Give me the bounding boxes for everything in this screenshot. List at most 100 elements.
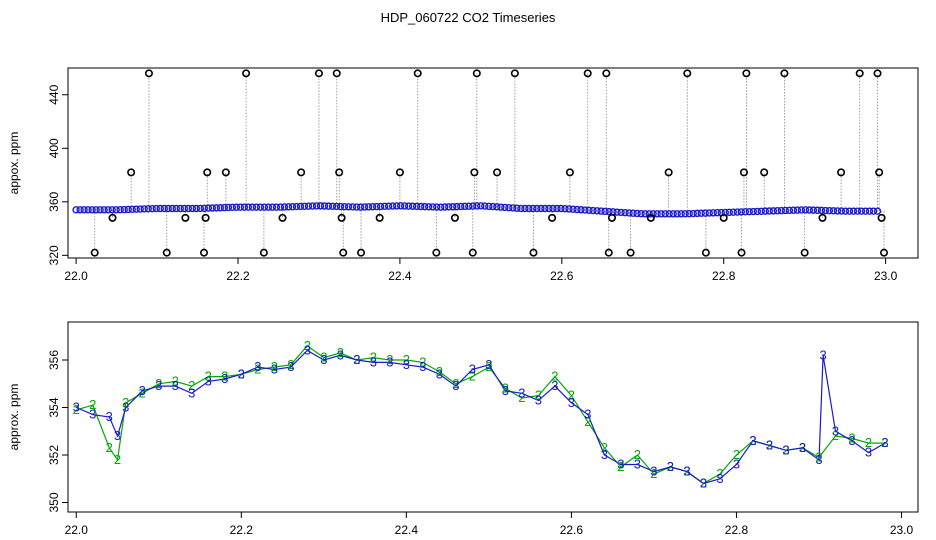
- series-marker: 3: [122, 400, 129, 415]
- baseline-point: [865, 207, 874, 215]
- baseline-point: [232, 203, 241, 211]
- series-marker: 3: [535, 392, 542, 407]
- outlier-point: [583, 69, 592, 78]
- baseline-point: [869, 207, 878, 215]
- baseline-point: [260, 203, 269, 211]
- baseline-point: [364, 203, 373, 211]
- baseline-point: [741, 208, 749, 216]
- outlier-point: [683, 69, 692, 78]
- baseline-point: [208, 204, 217, 212]
- baseline-point: [220, 203, 229, 212]
- series-marker: 3: [568, 395, 575, 410]
- baseline-point: [681, 210, 689, 218]
- y-tick-label: 356: [47, 350, 61, 370]
- baseline-point: [709, 209, 717, 217]
- y-tick-label: 350: [47, 492, 61, 512]
- baseline-point: [857, 207, 866, 215]
- series-marker: 2: [139, 385, 146, 400]
- baseline-point: [437, 203, 445, 211]
- baseline-point: [268, 203, 277, 211]
- outlier-point: [339, 248, 348, 257]
- series-marker: 3: [667, 459, 674, 474]
- baseline-point: [140, 205, 148, 213]
- baseline-point: [336, 202, 345, 211]
- outlier-point: [879, 248, 888, 257]
- outlier-point: [855, 69, 864, 78]
- baseline-point: [457, 202, 465, 211]
- series-marker: 2: [403, 352, 410, 367]
- baseline-point: [765, 207, 774, 215]
- baseline-point: [120, 205, 128, 214]
- outlier-point: [529, 248, 538, 257]
- baseline-point: [673, 210, 681, 218]
- baseline-point: [72, 206, 80, 214]
- baseline-point: [252, 203, 261, 211]
- series-marker: 2: [188, 378, 195, 393]
- baseline-point: [605, 207, 613, 216]
- baseline-point: [685, 209, 693, 218]
- series-marker: 3: [386, 354, 393, 369]
- baseline-point: [465, 202, 473, 210]
- outlier-point: [432, 248, 441, 257]
- series-marker: 3: [304, 343, 311, 358]
- outlier-point: [314, 69, 323, 78]
- series-marker: 2: [502, 381, 509, 396]
- baseline-point: [757, 207, 766, 215]
- baseline-point: [493, 203, 501, 211]
- outlier-point: [413, 69, 422, 78]
- baseline-point: [376, 202, 385, 211]
- series-marker: 3: [452, 378, 459, 393]
- baseline-point: [597, 207, 605, 215]
- baseline-point: [404, 202, 413, 210]
- y-tick-label: 320: [47, 245, 61, 265]
- baseline-point: [108, 206, 116, 214]
- baseline-point: [248, 203, 257, 211]
- x-tick-label: 23.0: [890, 523, 914, 537]
- baseline-point: [693, 209, 701, 218]
- baseline-point: [264, 203, 273, 211]
- baseline-point: [128, 205, 136, 214]
- series-marker: 3: [287, 359, 294, 374]
- baseline-point: [737, 208, 745, 216]
- series-marker: 2: [716, 466, 723, 481]
- outlier-point: [701, 248, 710, 257]
- y-axis-label: approx. ppm: [7, 384, 21, 451]
- series-marker: 3: [89, 407, 96, 422]
- baseline-point: [356, 203, 365, 211]
- series-marker: 2: [848, 430, 855, 445]
- baseline-point: [384, 202, 393, 210]
- baseline-point: [581, 206, 589, 214]
- outlier-point: [607, 213, 616, 222]
- series-marker: 2: [865, 435, 872, 450]
- baseline-point: [413, 202, 421, 211]
- outlier-point: [739, 168, 748, 177]
- series-marker: 2: [518, 390, 525, 405]
- baseline-point: [725, 208, 733, 217]
- baseline-point: [549, 204, 557, 213]
- plot-frame: [67, 67, 919, 259]
- baseline-point: [396, 202, 405, 210]
- baseline-point: [104, 206, 112, 214]
- series-marker: 2: [370, 350, 377, 365]
- baseline-point: [661, 210, 669, 218]
- baseline-point: [701, 209, 709, 217]
- series-marker: 2: [469, 369, 476, 384]
- outlier-point: [510, 69, 519, 78]
- outlier-point: [493, 168, 502, 177]
- baseline-point: [88, 206, 96, 214]
- baseline-point: [421, 202, 429, 211]
- baseline-point: [76, 206, 84, 214]
- series-marker: 2: [650, 466, 657, 481]
- baseline-point: [525, 204, 533, 213]
- series-marker: 3: [815, 452, 822, 467]
- baseline-point: [761, 207, 770, 215]
- baseline-point: [148, 204, 156, 213]
- series-marker: 2: [799, 440, 806, 455]
- series-marker: 3: [238, 366, 245, 381]
- baseline-point: [813, 206, 822, 214]
- baseline-point: [433, 203, 441, 211]
- series-marker: 3: [419, 359, 426, 374]
- baseline-point: [753, 207, 762, 216]
- baseline-point: [557, 204, 565, 213]
- baseline-point: [348, 203, 357, 211]
